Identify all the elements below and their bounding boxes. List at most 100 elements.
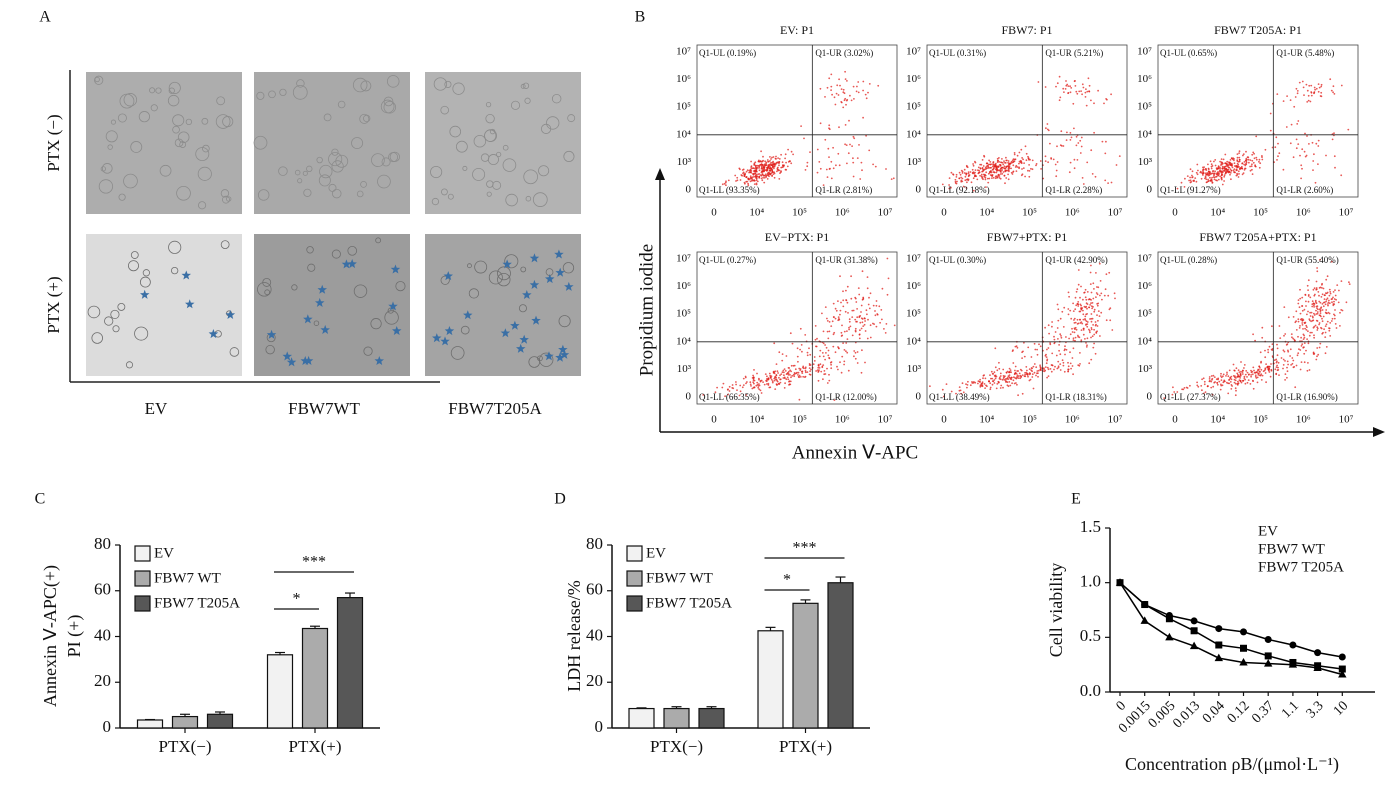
event-dot bbox=[1073, 322, 1076, 324]
event-dot bbox=[767, 382, 770, 385]
event-dot bbox=[1329, 292, 1332, 295]
event-dot bbox=[727, 388, 729, 391]
event-dot bbox=[830, 325, 833, 327]
event-dot bbox=[1056, 161, 1059, 163]
event-dot bbox=[1334, 166, 1336, 169]
event-dot bbox=[1223, 175, 1226, 178]
cell bbox=[551, 93, 562, 104]
event-dot bbox=[831, 93, 833, 96]
event-dot bbox=[997, 381, 1000, 384]
event-dot bbox=[1072, 310, 1075, 312]
event-dot bbox=[1316, 267, 1318, 269]
event-dot bbox=[773, 165, 776, 168]
event-dot bbox=[846, 285, 849, 288]
plot-title: FBW7 T205A+PTX: P1 bbox=[1199, 230, 1316, 244]
event-dot bbox=[839, 275, 841, 278]
event-dot bbox=[1084, 338, 1086, 340]
bar bbox=[301, 627, 329, 729]
event-dot bbox=[1328, 327, 1331, 330]
event-dot bbox=[979, 381, 981, 383]
event-dot bbox=[816, 171, 819, 174]
event-dot bbox=[1061, 359, 1064, 362]
event-dot bbox=[1090, 291, 1093, 294]
event-dot bbox=[1226, 160, 1229, 163]
event-dot bbox=[1268, 365, 1270, 368]
event-dot bbox=[799, 327, 802, 330]
event-dot bbox=[799, 348, 801, 351]
event-dot bbox=[860, 327, 863, 330]
event-dot bbox=[967, 175, 970, 178]
cell bbox=[371, 153, 385, 167]
event-dot bbox=[752, 374, 754, 377]
event-dot bbox=[1002, 368, 1005, 371]
event-dot bbox=[1252, 333, 1254, 336]
event-dot bbox=[1075, 144, 1078, 147]
event-dot bbox=[840, 371, 843, 374]
event-dot bbox=[980, 175, 983, 178]
event-dot bbox=[1080, 339, 1083, 342]
event-dot bbox=[860, 311, 862, 313]
x-tick-label: 10⁵ bbox=[1022, 207, 1037, 219]
event-dot bbox=[1316, 305, 1319, 308]
event-dot bbox=[971, 168, 974, 171]
y-tick-label: 0 bbox=[686, 391, 692, 403]
event-dot bbox=[1015, 170, 1018, 173]
event-dot bbox=[752, 167, 755, 170]
event-dot bbox=[753, 163, 756, 166]
event-dot bbox=[1331, 301, 1333, 304]
event-dot bbox=[804, 369, 807, 372]
event-dot bbox=[1246, 156, 1249, 159]
marker-star bbox=[559, 349, 570, 359]
event-dot bbox=[1311, 303, 1314, 306]
event-dot bbox=[1282, 367, 1284, 370]
event-dot bbox=[1096, 325, 1099, 327]
event-dot bbox=[1203, 392, 1205, 395]
event-dot bbox=[1079, 322, 1082, 324]
event-dot bbox=[776, 380, 779, 383]
event-dot bbox=[1285, 344, 1288, 346]
event-dot bbox=[1233, 159, 1235, 162]
event-dot bbox=[873, 323, 875, 325]
event-dot bbox=[1320, 315, 1322, 318]
event-dot bbox=[778, 169, 781, 172]
plot-frame bbox=[696, 251, 898, 405]
event-dot bbox=[1283, 350, 1286, 353]
event-dot bbox=[784, 157, 786, 160]
event-dot bbox=[1101, 140, 1104, 143]
cell bbox=[370, 318, 382, 330]
event-dot bbox=[1097, 319, 1099, 322]
cell bbox=[98, 179, 114, 194]
event-dot bbox=[771, 170, 774, 173]
event-dot bbox=[1072, 337, 1075, 340]
event-dot bbox=[1301, 296, 1304, 299]
event-dot bbox=[1051, 325, 1053, 328]
event-dot bbox=[806, 161, 809, 164]
marker-star bbox=[315, 297, 325, 307]
event-dot bbox=[1271, 343, 1274, 346]
event-dot bbox=[1081, 307, 1083, 309]
cell bbox=[455, 140, 468, 153]
event-dot bbox=[1010, 167, 1012, 170]
event-dot bbox=[1096, 314, 1098, 316]
event-dot bbox=[1103, 102, 1105, 105]
event-dot bbox=[1209, 160, 1212, 163]
event-dot bbox=[787, 378, 790, 381]
y-tick-label: 10⁴ bbox=[676, 335, 691, 347]
event-dot bbox=[972, 382, 975, 384]
event-dot bbox=[1021, 357, 1023, 359]
event-dot bbox=[791, 374, 794, 377]
event-dot bbox=[781, 353, 784, 355]
event-dot bbox=[858, 144, 860, 146]
event-dot bbox=[999, 170, 1002, 173]
event-dot bbox=[775, 155, 777, 158]
event-dot bbox=[1090, 313, 1093, 315]
event-dot bbox=[1191, 176, 1194, 178]
cell bbox=[262, 277, 272, 287]
y-tick-label: 10⁴ bbox=[676, 128, 691, 140]
event-dot bbox=[1261, 374, 1264, 377]
event-dot bbox=[1028, 170, 1031, 172]
event-dot bbox=[806, 354, 809, 357]
event-dot bbox=[778, 376, 780, 379]
event-dot bbox=[760, 165, 763, 168]
event-dot bbox=[828, 379, 831, 382]
